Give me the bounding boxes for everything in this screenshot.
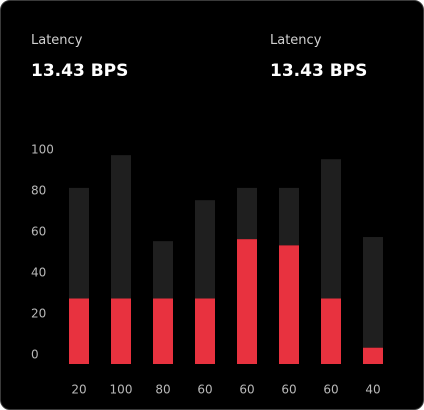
bar-segment <box>363 347 383 364</box>
x-tick-label: 60 <box>323 383 338 397</box>
bar-segment <box>111 298 131 364</box>
stat: Latency 13.43 BPS <box>270 33 367 81</box>
stat-value: 13.43 BPS <box>31 61 129 81</box>
y-tick-label: 0 <box>31 348 39 362</box>
stat-label: Latency <box>270 33 322 48</box>
stat: Latency 13.43 BPS <box>31 33 128 81</box>
x-tick-label: 60 <box>281 383 296 397</box>
x-tick-label: 20 <box>71 383 86 397</box>
bar-segment <box>279 245 299 364</box>
bar-segment <box>153 241 173 299</box>
stat-label: Latency <box>31 33 83 48</box>
bar-segment <box>279 187 299 246</box>
bar-segment <box>237 187 257 240</box>
bar-segment <box>69 187 89 299</box>
bar-segment <box>111 155 131 299</box>
y-tick-label: 60 <box>31 225 46 239</box>
x-tick-label: 100 <box>110 383 133 397</box>
x-tick-label: 60 <box>197 383 212 397</box>
bar-segment <box>153 298 173 364</box>
bar-segment <box>195 200 215 299</box>
y-tick-label: 80 <box>31 184 46 198</box>
bar-segment <box>195 298 215 364</box>
y-tick-label: 20 <box>31 307 46 321</box>
y-tick-label: 100 <box>31 143 54 157</box>
bar-segment <box>321 159 341 299</box>
bar-segment <box>237 239 257 364</box>
bar-segment <box>69 298 89 364</box>
stat-value: 13.43 BPS <box>270 61 368 81</box>
x-tick-label: 60 <box>239 383 254 397</box>
x-tick-label: 40 <box>365 383 380 397</box>
bar-segment <box>363 237 383 348</box>
x-tick-label: 80 <box>155 383 170 397</box>
y-tick-label: 40 <box>31 266 46 280</box>
bar-segment <box>321 298 341 364</box>
